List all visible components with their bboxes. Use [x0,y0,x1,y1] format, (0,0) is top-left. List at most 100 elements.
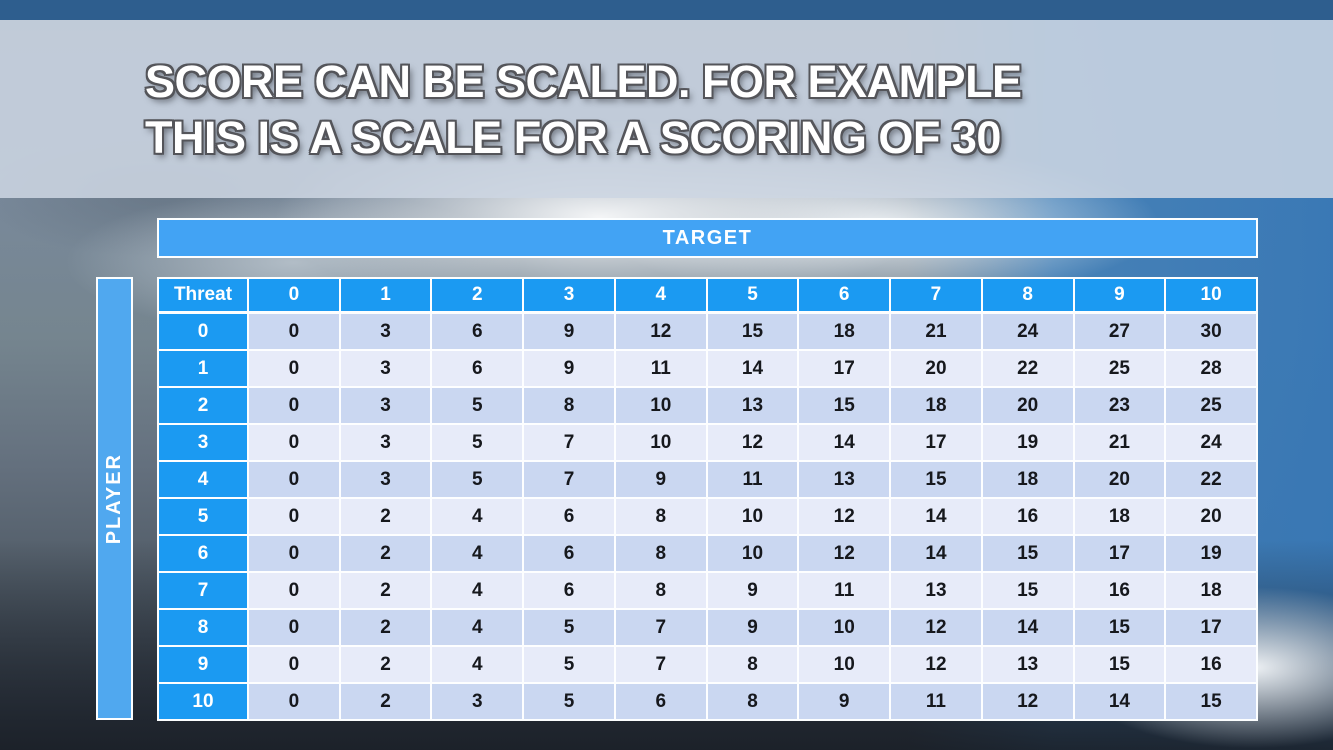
score-cell-0-7: 21 [891,314,981,349]
score-cell-0-2: 6 [432,314,523,349]
score-cell-10-8: 12 [982,684,1073,719]
score-cell-6-0: 0 [249,536,339,571]
score-cell-5-2: 4 [432,499,523,534]
column-header-1: 1 [340,279,431,311]
column-header-0: 0 [249,279,339,311]
score-cell-5-5: 10 [707,499,798,534]
score-cell-3-5: 12 [707,425,798,460]
score-cell-0-6: 18 [799,314,890,349]
score-cell-3-8: 19 [982,425,1073,460]
score-cell-7-10: 18 [1166,573,1256,608]
score-cell-4-2: 5 [432,462,523,497]
score-cell-10-2: 3 [432,684,523,719]
score-cell-6-8: 15 [982,536,1073,571]
score-cell-8-0: 0 [249,610,339,645]
score-cell-8-8: 14 [982,610,1073,645]
score-cell-6-2: 4 [432,536,523,571]
score-cell-2-6: 15 [799,388,890,423]
row-header-0: 0 [159,314,247,349]
score-cell-5-1: 2 [340,499,431,534]
score-cell-10-7: 11 [891,684,981,719]
score-cell-0-3: 9 [524,314,614,349]
target-axis-header: TARGET [157,218,1258,258]
score-cell-7-0: 0 [249,573,339,608]
score-cell-1-6: 17 [799,351,890,386]
score-cell-1-0: 0 [249,351,339,386]
column-header-7: 7 [891,279,981,311]
matrix-body: 0 0 3 6 9 12 15 18 21 24 27 30 1 0 3 6 9 11 14 17 20 22 25 28 2 0… [159,314,1256,719]
score-cell-5-4: 8 [615,499,706,534]
title-band [0,20,1333,198]
score-cell-1-9: 25 [1074,351,1165,386]
score-cell-6-1: 2 [340,536,431,571]
score-cell-2-4: 10 [615,388,706,423]
score-cell-2-9: 23 [1074,388,1165,423]
score-cell-9-0: 0 [249,647,339,682]
score-cell-4-4: 9 [615,462,706,497]
matrix-header-row: Threat 0 1 2 3 4 5 6 7 8 9 10 [159,279,1256,311]
column-header-4: 4 [615,279,706,311]
score-cell-4-7: 15 [891,462,981,497]
row-header-4: 4 [159,462,247,497]
score-cell-0-4: 12 [615,314,706,349]
score-cell-8-5: 9 [707,610,798,645]
row-header-5: 5 [159,499,247,534]
score-cell-2-2: 5 [432,388,523,423]
score-cell-6-9: 17 [1074,536,1165,571]
score-cell-7-7: 13 [891,573,981,608]
column-header-3: 3 [524,279,614,311]
score-cell-10-0: 0 [249,684,339,719]
score-cell-1-3: 9 [524,351,614,386]
corner-label: Threat [159,279,247,311]
score-cell-6-4: 8 [615,536,706,571]
player-axis-label: PLAYER [103,452,125,545]
row-header-2: 2 [159,388,247,423]
score-cell-4-5: 11 [707,462,798,497]
score-cell-0-0: 0 [249,314,339,349]
target-axis-label: TARGET [662,226,753,249]
score-cell-3-9: 21 [1074,425,1165,460]
score-cell-2-10: 25 [1166,388,1256,423]
score-cell-1-4: 11 [615,351,706,386]
score-cell-9-10: 16 [1166,647,1256,682]
score-cell-10-10: 15 [1166,684,1256,719]
score-cell-10-9: 14 [1074,684,1165,719]
score-cell-8-2: 4 [432,610,523,645]
score-cell-1-8: 22 [982,351,1073,386]
score-cell-9-5: 8 [707,647,798,682]
score-cell-4-8: 18 [982,462,1073,497]
score-cell-10-3: 5 [524,684,614,719]
column-header-10: 10 [1166,279,1256,311]
row-header-8: 8 [159,610,247,645]
score-cell-1-5: 14 [707,351,798,386]
column-header-2: 2 [432,279,523,311]
score-cell-2-1: 3 [340,388,431,423]
score-cell-9-7: 12 [891,647,981,682]
row-header-7: 7 [159,573,247,608]
score-cell-3-4: 10 [615,425,706,460]
score-cell-5-0: 0 [249,499,339,534]
score-cell-7-1: 2 [340,573,431,608]
score-cell-9-9: 15 [1074,647,1165,682]
score-cell-6-10: 19 [1166,536,1256,571]
column-header-8: 8 [982,279,1073,311]
score-cell-0-10: 30 [1166,314,1256,349]
score-cell-8-9: 15 [1074,610,1165,645]
score-cell-9-2: 4 [432,647,523,682]
row-header-1: 1 [159,351,247,386]
score-cell-6-6: 12 [799,536,890,571]
score-cell-1-10: 28 [1166,351,1256,386]
player-axis-header: PLAYER [96,277,133,720]
score-cell-4-6: 13 [799,462,890,497]
score-cell-8-4: 7 [615,610,706,645]
score-cell-9-6: 10 [799,647,890,682]
column-header-6: 6 [799,279,890,311]
slide-title: SCORE CAN BE SCALED. FOR EXAMPLE THIS IS… [145,54,1022,166]
score-cell-2-7: 18 [891,388,981,423]
score-cell-9-3: 5 [524,647,614,682]
score-cell-5-10: 20 [1166,499,1256,534]
score-cell-4-9: 20 [1074,462,1165,497]
score-cell-10-5: 8 [707,684,798,719]
score-cell-5-7: 14 [891,499,981,534]
